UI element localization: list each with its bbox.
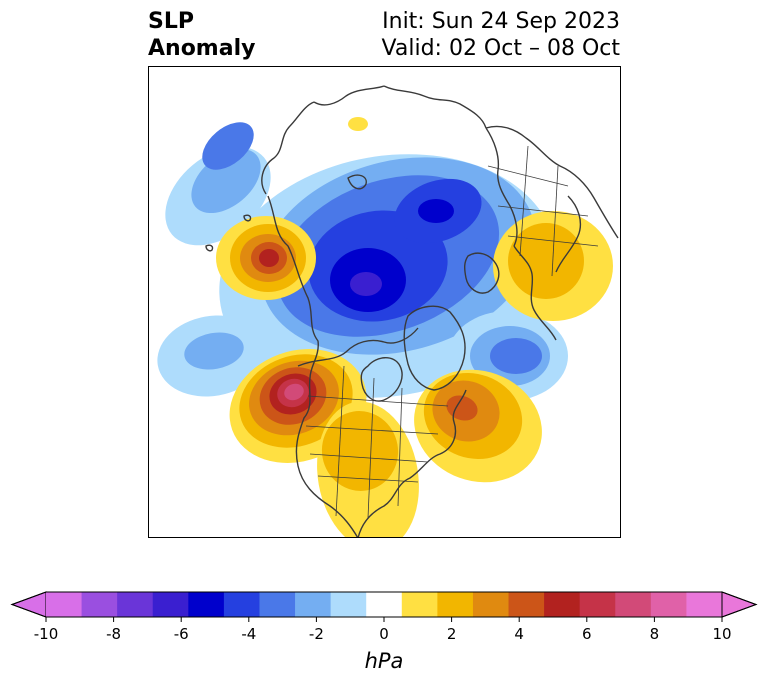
anomaly-contour: [350, 272, 382, 296]
anomaly-contour: [184, 332, 244, 370]
colorbar-ticks: -10 -8 -6 -4 -2 0 2 4 6 8 10: [34, 617, 732, 643]
colorbar-cell: [508, 592, 545, 617]
anomaly-contour: [202, 122, 254, 170]
map-frame: [148, 66, 621, 538]
colorbar-cell: [686, 592, 723, 617]
anomaly-contour: [284, 383, 304, 401]
colorbar-cell: [366, 592, 403, 617]
colorbar-cell: [46, 592, 83, 617]
slp-anomaly-map: [148, 66, 621, 538]
anomaly-contour: [321, 411, 399, 491]
colorbar-cells: [10, 591, 758, 618]
colorbar-tick-label: -8: [106, 625, 121, 643]
colorbar-cell: [223, 592, 260, 617]
colorbar-cell: [330, 592, 367, 617]
date-title: Init: Sun 24 Sep 2023 Valid: 02 Oct – 08…: [382, 8, 620, 62]
valid-range: Valid: 02 Oct – 08 Oct: [381, 36, 620, 61]
colorbar-cell: [152, 592, 189, 617]
colorbar-tick-label: 2: [447, 625, 457, 643]
variable-title: SLP Anomaly: [148, 8, 255, 62]
anomaly-contour: [490, 338, 542, 374]
colorbar-cell: [579, 592, 616, 617]
colorbar-tick-label: 4: [514, 625, 524, 643]
colorbar-cell: [188, 592, 225, 617]
anomaly-contour: [418, 199, 454, 223]
colorbar-cell: [615, 592, 652, 617]
colorbar-cell: [544, 592, 581, 617]
colorbar-unit-label: hPa: [365, 649, 404, 673]
colorbar-tick-label: 0: [379, 625, 389, 643]
colorbar-cell: [117, 592, 154, 617]
colorbar-tick-label: 10: [712, 625, 731, 643]
colorbar-cell: [437, 592, 474, 617]
colorbar-cell: [259, 592, 296, 617]
colorbar-tick-label: -10: [34, 625, 59, 643]
colorbar-cell: [295, 592, 332, 617]
variable-title-line2: Anomaly: [148, 36, 256, 61]
anomaly-fill-layer: [157, 117, 613, 538]
colorbar-cell: [81, 592, 118, 617]
colorbar-tick-label: -4: [241, 625, 256, 643]
colorbar-tick-label: -6: [174, 625, 189, 643]
colorbar-cell: [650, 592, 687, 617]
anomaly-contour: [348, 117, 368, 131]
anomaly-contour: [259, 249, 279, 267]
colorbar-extend-max: [721, 591, 758, 618]
coastline-layer: [205, 85, 619, 538]
init-date: Init: Sun 24 Sep 2023: [382, 9, 620, 34]
colorbar-cell: [472, 592, 510, 617]
variable-title-line1: SLP: [148, 9, 194, 34]
colorbar-cell: [401, 592, 438, 617]
colorbar-tick-label: -2: [309, 625, 324, 643]
colorbar-tick-label: 8: [650, 625, 660, 643]
colorbar-tick-label: 6: [582, 625, 592, 643]
anomaly-contour: [508, 223, 584, 299]
colorbar: -10 -8 -6 -4 -2 0 2 4 6 8 10 hPa: [10, 591, 758, 673]
colorbar-extend-min: [10, 591, 47, 618]
